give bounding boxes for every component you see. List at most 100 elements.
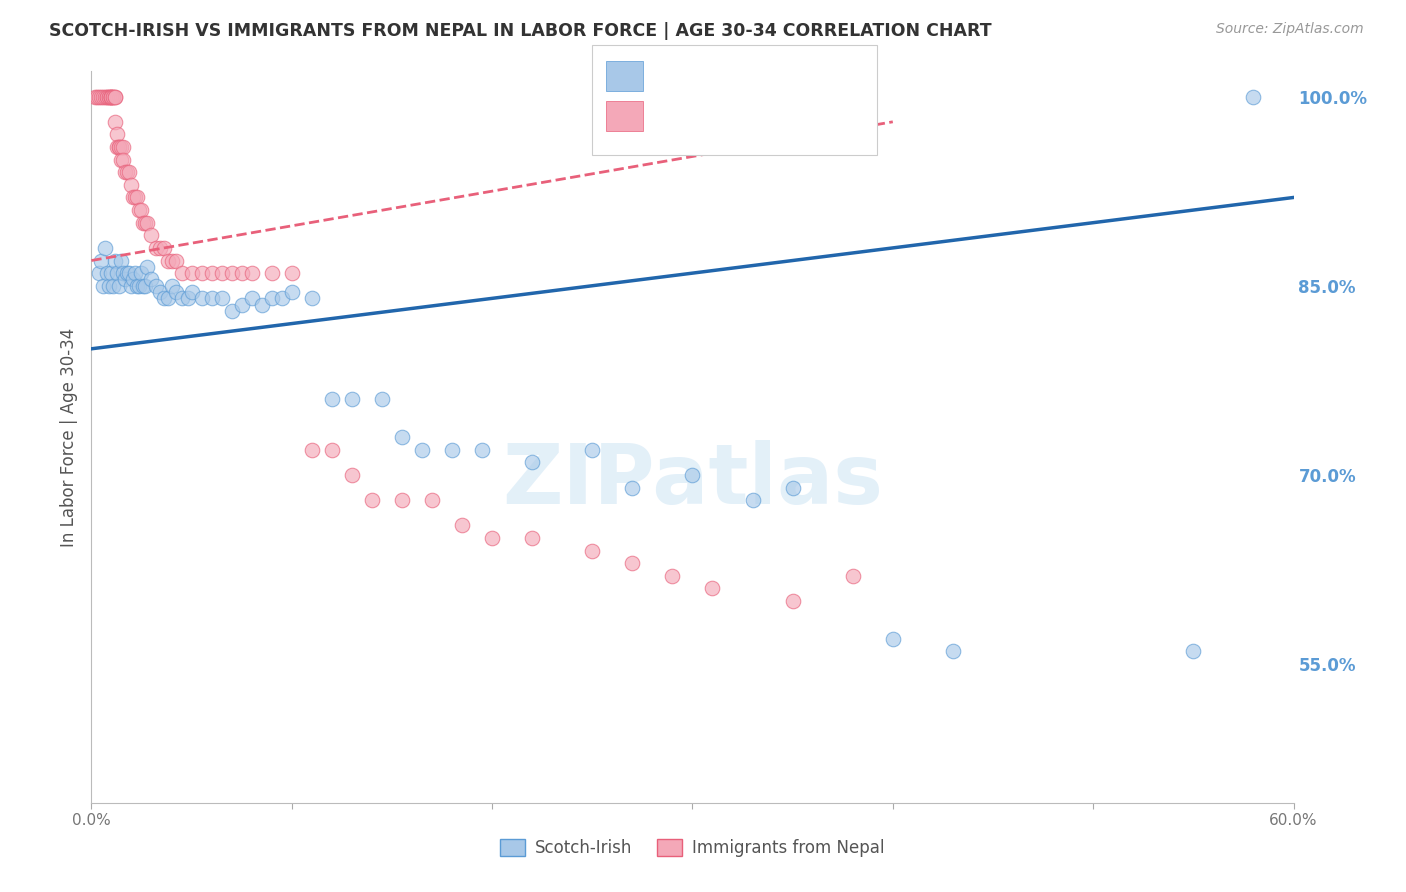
Point	[100, 89, 122, 103]
Point	[741, 493, 763, 508]
Point	[112, 140, 135, 154]
Point	[84, 89, 107, 103]
Point	[782, 481, 804, 495]
Text: SCOTCH-IRISH VS IMMIGRANTS FROM NEPAL IN LABOR FORCE | AGE 30-34 CORRELATION CHA: SCOTCH-IRISH VS IMMIGRANTS FROM NEPAL IN…	[49, 22, 991, 40]
Point	[128, 278, 150, 293]
Point	[114, 272, 136, 286]
Point	[420, 493, 443, 508]
Point	[89, 266, 111, 280]
Point	[112, 266, 135, 280]
Point	[481, 531, 503, 545]
Point	[117, 266, 139, 280]
Point	[90, 253, 112, 268]
Point	[160, 278, 183, 293]
Point	[121, 278, 143, 293]
Point	[160, 253, 183, 268]
Point	[107, 128, 129, 142]
Point	[104, 115, 127, 129]
Point	[176, 291, 198, 305]
Point	[103, 89, 125, 103]
Point	[211, 266, 233, 280]
Point	[132, 278, 155, 293]
Point	[156, 253, 179, 268]
Point	[942, 644, 965, 658]
Point	[118, 266, 141, 280]
Point	[281, 285, 304, 299]
Point	[152, 291, 174, 305]
Point	[451, 518, 474, 533]
Point	[114, 165, 136, 179]
Point	[180, 266, 202, 280]
Point	[108, 140, 131, 154]
Point	[131, 266, 153, 280]
Point	[94, 241, 117, 255]
Point	[124, 266, 146, 280]
Point	[108, 140, 131, 154]
Point	[180, 285, 202, 299]
Point	[100, 89, 122, 103]
Point	[103, 278, 125, 293]
Point	[165, 285, 187, 299]
Point	[141, 228, 163, 243]
Point	[100, 266, 122, 280]
Text: R = 0.184   N = 71: R = 0.184 N = 71	[645, 107, 803, 125]
Point	[152, 241, 174, 255]
Point	[391, 430, 413, 444]
Point	[170, 266, 193, 280]
Point	[93, 278, 115, 293]
Point	[110, 140, 132, 154]
Point	[145, 241, 167, 255]
Point	[96, 266, 118, 280]
Point	[702, 582, 724, 596]
Point	[621, 481, 644, 495]
Point	[201, 291, 224, 305]
Point	[371, 392, 394, 407]
Point	[148, 285, 170, 299]
Point	[841, 569, 863, 583]
Point	[134, 216, 156, 230]
Point	[471, 442, 494, 457]
Legend: Scotch-Irish, Immigrants from Nepal: Scotch-Irish, Immigrants from Nepal	[494, 832, 891, 864]
Point	[411, 442, 433, 457]
Point	[134, 278, 156, 293]
Text: Source: ZipAtlas.com: Source: ZipAtlas.com	[1216, 22, 1364, 37]
Point	[100, 89, 122, 103]
Point	[127, 278, 149, 293]
Point	[782, 594, 804, 608]
Point	[250, 298, 273, 312]
Point	[148, 241, 170, 255]
Point	[281, 266, 304, 280]
Point	[98, 278, 121, 293]
Point	[231, 298, 253, 312]
Point	[190, 266, 212, 280]
Point	[136, 260, 159, 274]
Y-axis label: In Labor Force | Age 30-34: In Labor Force | Age 30-34	[59, 327, 77, 547]
Point	[128, 203, 150, 218]
Point	[107, 140, 129, 154]
Point	[96, 89, 118, 103]
Point	[340, 392, 363, 407]
Point	[89, 89, 111, 103]
Point	[121, 178, 143, 192]
Point	[122, 190, 145, 204]
Point	[117, 165, 139, 179]
Point	[321, 392, 343, 407]
Point	[131, 203, 153, 218]
Point	[301, 442, 323, 457]
Point	[145, 278, 167, 293]
Point	[681, 467, 703, 482]
Point	[581, 543, 603, 558]
Point	[221, 266, 243, 280]
Point	[190, 291, 212, 305]
Point	[360, 493, 382, 508]
Point	[124, 190, 146, 204]
Point	[110, 253, 132, 268]
Point	[104, 253, 127, 268]
Point	[340, 467, 363, 482]
Point	[100, 89, 122, 103]
Point	[240, 266, 263, 280]
Point	[240, 291, 263, 305]
Point	[621, 556, 644, 570]
Text: R = 0.159   N = 63: R = 0.159 N = 63	[645, 67, 803, 85]
Point	[132, 216, 155, 230]
